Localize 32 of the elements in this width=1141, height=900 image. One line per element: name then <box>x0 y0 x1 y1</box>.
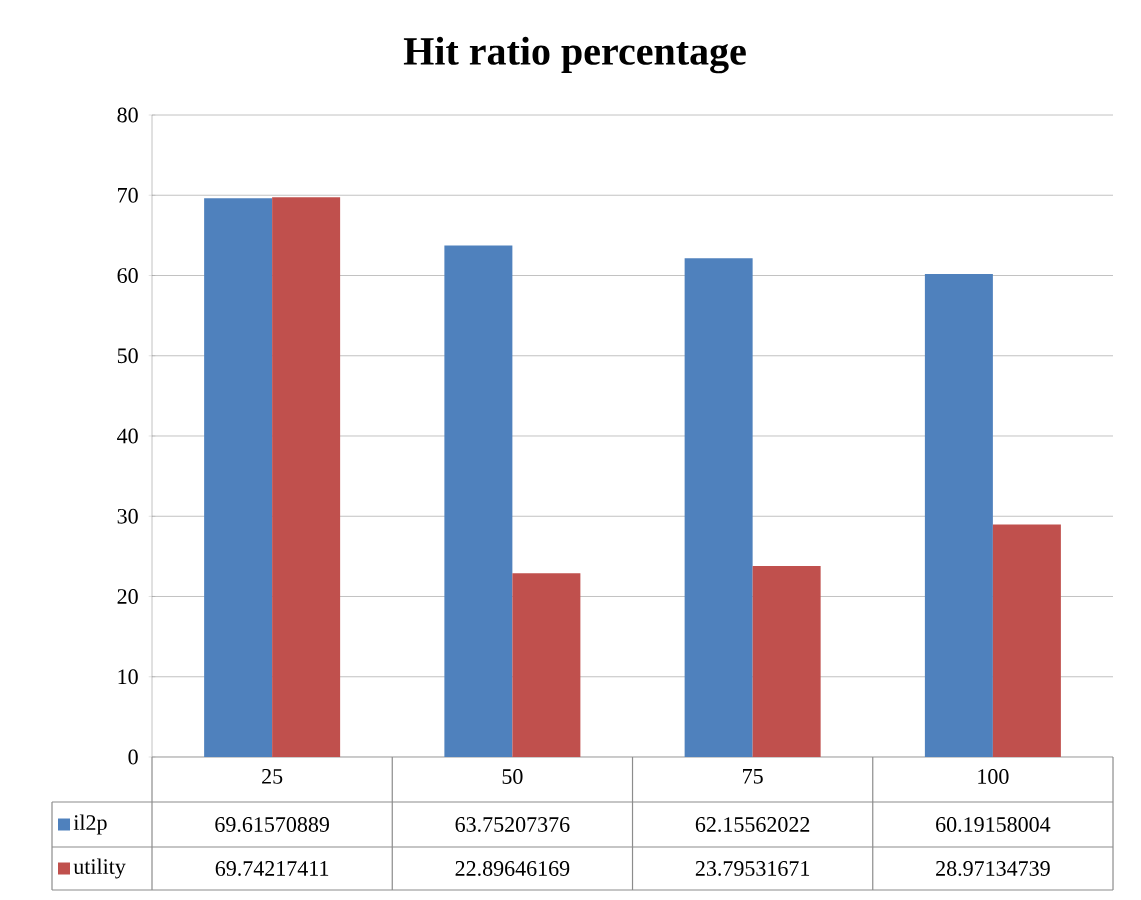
x-tick-label: 25 <box>262 769 283 784</box>
x-tick-label: 50 <box>502 769 523 784</box>
y-tick-label: 30 <box>117 508 138 524</box>
y-tick-label: 10 <box>118 669 138 685</box>
data-label: 63.75207376 <box>455 817 570 832</box>
y-tick-label: 50 <box>117 348 138 364</box>
bar <box>752 566 821 757</box>
bar <box>204 198 273 757</box>
y-tick-label: 80 <box>117 107 138 123</box>
legend-label: utility <box>73 858 126 879</box>
x-tick-label: 100 <box>978 769 1009 784</box>
data-label: 69.74217411 <box>215 861 329 876</box>
y-tick-label: 20 <box>117 589 138 604</box>
data-label: 22.89646169 <box>455 861 570 876</box>
y-tick-label: 70 <box>118 187 138 203</box>
data-label: 62.15562022 <box>695 817 810 832</box>
bar <box>992 524 1061 757</box>
data-label: 69.61570889 <box>215 817 329 832</box>
bar <box>512 573 581 757</box>
legend-label: il2p <box>73 814 107 835</box>
bar <box>444 245 513 757</box>
x-tick-label: 75 <box>743 769 763 784</box>
chart-title: Hit ratio percentage <box>403 36 746 74</box>
data-label: 60.19158004 <box>936 817 1051 832</box>
data-label: 28.97134739 <box>936 861 1050 876</box>
y-tick-label: 40 <box>117 428 138 444</box>
bar <box>272 197 341 757</box>
data-label: 23.79531671 <box>695 861 810 876</box>
y-tick-label: 0 <box>128 749 138 765</box>
y-tick-label: 60 <box>117 268 138 283</box>
bar <box>924 273 993 757</box>
bar <box>684 258 753 757</box>
